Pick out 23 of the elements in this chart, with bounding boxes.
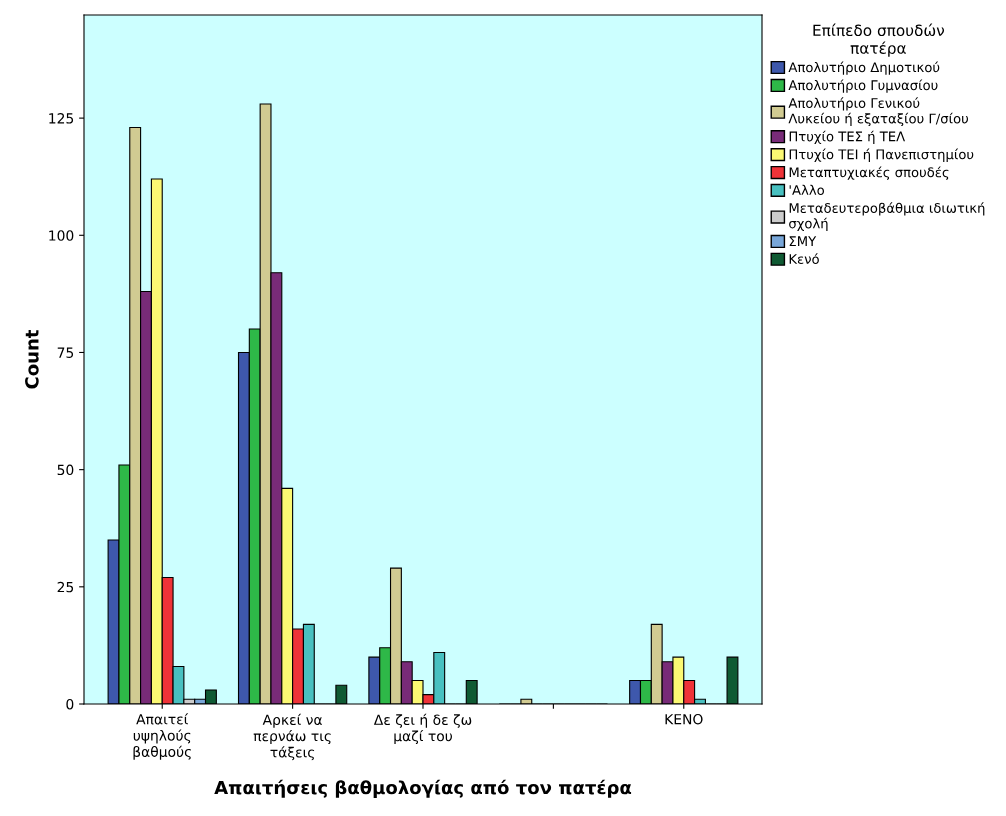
- y-tick-label: 0: [66, 698, 74, 710]
- x-tick-label: Απαιτεί υψηλούς βαθμούς: [133, 713, 191, 760]
- y-tick-label: 75: [57, 347, 74, 358]
- legend-label: Μεταπτυχιακές σπουδές: [789, 166, 949, 180]
- legend-label: Απολυτήριο Γυμνασίου: [788, 79, 938, 93]
- legend-title: Επίπεδο σπουδών πατέρα: [813, 23, 945, 57]
- legend-label: Κενό: [789, 253, 819, 264]
- y-tick-label: 100: [49, 230, 74, 241]
- y-tick-label: 125: [49, 113, 74, 124]
- legend-label: Μεταδευτεροβάθμια ιδιωτική σχολή: [789, 202, 985, 231]
- legend-label: Πτυχίο ΤΕΙ ή Πανεπιστημίου: [789, 148, 974, 162]
- y-tick-label: 50: [57, 464, 74, 476]
- x-axis-title: Απαιτήσεις βαθμολογίας από τον πατέρα: [214, 779, 632, 798]
- y-axis-title: Count: [25, 329, 39, 389]
- y-tick-label: 25: [57, 581, 74, 593]
- x-tick-label: Αρκεί να περνάω τις τάξεις: [253, 713, 331, 761]
- x-tick-label: ΚΕΝΟ: [665, 713, 703, 725]
- legend-label: ΣΜΥ: [789, 236, 817, 246]
- legend-label: 'Αλλο: [789, 184, 825, 196]
- legend-label: Πτυχίο ΤΕΣ ή ΤΕΛ: [789, 130, 906, 144]
- x-tick-label: Δε ζει ή δε ζω μαζί του: [373, 713, 472, 744]
- legend-label: Απολυτήριο Δημοτικού: [788, 61, 940, 75]
- legend-label: Απολυτήριο Γενικού Λυκείου ή εξαταξίου Γ/σίου: [788, 97, 968, 127]
